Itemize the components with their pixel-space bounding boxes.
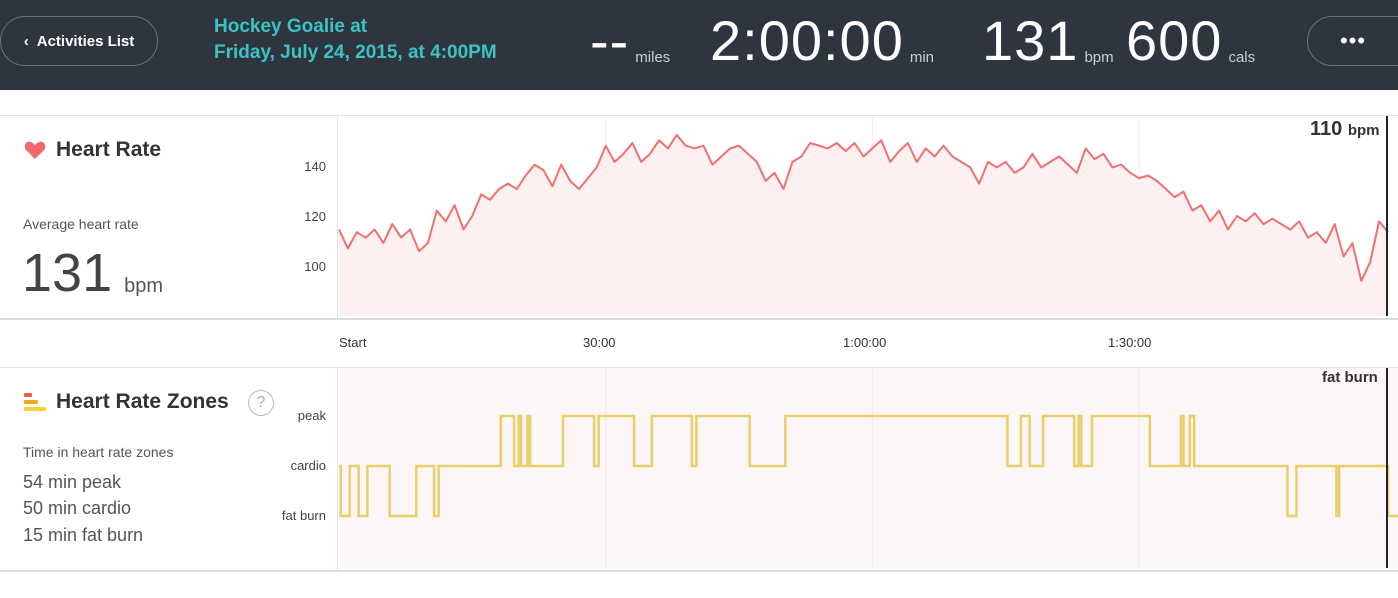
hr-area-fill [339,134,1388,316]
heart-rate-title: Heart Rate [24,138,161,162]
zone-summary-cardio: 50 min cardio [23,498,132,518]
heart-rate-zones-chart [339,368,1398,568]
zones-summary: Heart Rate Zones ? Time in heart rate zo… [0,368,338,570]
hr-y-tick-140: 140 [304,159,326,174]
zones-title-text: Heart Rate Zones [56,390,229,413]
hr-y-tick-120: 120 [304,209,326,224]
activity-header: ‹ Activities List Hockey Goalie at Frida… [0,0,1398,90]
heart-icon [24,141,46,159]
current-heart-rate: 110 bpm [1310,118,1380,141]
heart-rate-summary: Heart Rate Average heart rate 131 bpm [0,116,338,318]
hr-series-line [338,133,1389,282]
help-icon[interactable]: ? [248,390,274,416]
current-zone-label: fat burn [1322,369,1378,386]
duration-unit: min [909,49,935,66]
heart-rate-stat: 131 bpm [982,6,1114,76]
zone-y-tick-cardio: cardio [290,458,326,473]
activities-list-button[interactable]: ‹ Activities List [0,16,158,66]
avg-heart-rate-unit: bpm [124,275,164,297]
heart-rate-title-text: Heart Rate [56,138,162,161]
more-options-button[interactable]: ••• [1307,16,1398,66]
heart-rate-value: 131 [982,9,1079,72]
avg-heart-rate: 131 bpm [22,244,163,302]
distance-unit: miles [635,49,671,66]
activity-title-line1: Hockey Goalie at [214,16,368,37]
zone-y-tick-fat-burn: fat burn [281,508,326,523]
calories-value: 600 [1126,9,1223,72]
activity-title: Hockey Goalie at Friday, July 24, 2015, … [214,14,497,66]
zone-summary-peak: 54 min peak [23,472,122,492]
x-tick-start: Start [339,335,367,350]
hr-y-tick-100: 100 [304,259,326,274]
zone-plot-area [339,368,1398,568]
zone-summary-fat-burn: 15 min fat burn [23,525,144,545]
zone-y-tick-peak: peak [297,408,326,423]
heart-rate-unit: bpm [1084,49,1114,66]
distance-value: -- [590,9,630,72]
x-tick-60: 1:00:00 [843,335,887,350]
distance-stat: -- miles [590,6,670,76]
calories-unit: cals [1228,49,1256,66]
duration-stat: 2:00:00 min [710,6,934,76]
current-heart-rate-unit: bpm [1347,122,1380,139]
back-label: Activities List [36,32,135,50]
time-in-zones-label: Time in heart rate zones [23,444,174,460]
avg-heart-rate-value: 131 [22,243,113,303]
avg-heart-rate-label: Average heart rate [23,216,139,232]
activity-title-line2: Friday, July 24, 2015, at 4:00PM [214,42,497,63]
zones-bars-icon [24,393,46,411]
duration-value: 2:00:00 [710,9,904,72]
chevron-left-icon: ‹ [23,32,29,50]
calories-stat: 600 cals [1126,6,1255,76]
ellipsis-icon: ••• [1339,28,1367,53]
x-tick-30: 30:00 [583,335,616,350]
zones-title: Heart Rate Zones [24,390,229,414]
zone-series-line [339,414,1398,518]
current-heart-rate-value: 110 [1310,118,1343,140]
x-tick-90: 1:30:00 [1108,335,1152,350]
heart-rate-chart [338,116,1398,316]
